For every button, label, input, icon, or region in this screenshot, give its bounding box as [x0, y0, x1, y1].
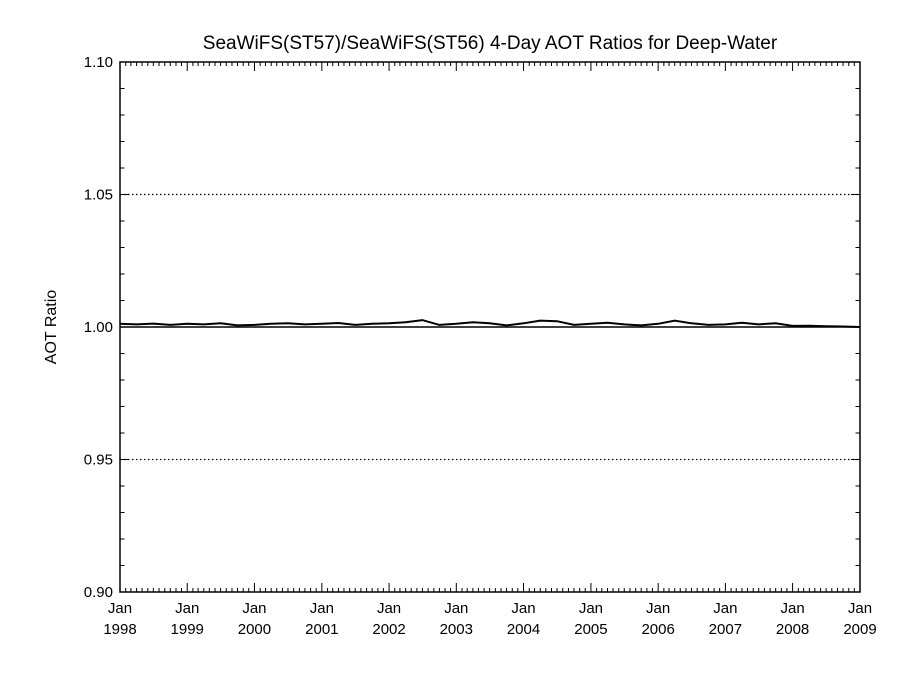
x-tick-label-year: 2007	[709, 621, 742, 638]
tick-labels-layer: 0.90 0.95 1.00 1.05 1.10 Jan 1998 Jan 1999 Jan 200…	[84, 54, 877, 638]
chart-title: SeaWiFS(ST57)/SeaWiFS(ST56) 4-Day AOT Ra…	[203, 33, 778, 54]
x-tick-label-year: 2009	[843, 621, 876, 638]
plot-frame	[119, 61, 861, 593]
x-tick-label-year: 2000	[238, 621, 271, 638]
x-tick-label-month: Jan	[175, 600, 199, 617]
x-tick-label-month: Jan	[511, 600, 535, 617]
x-tick-label-year: 2003	[440, 621, 473, 638]
x-tick-label-year: 2001	[305, 621, 338, 638]
x-tick-label-year: 2004	[507, 621, 540, 638]
x-tick-label-month: Jan	[848, 600, 872, 617]
series-layer	[119, 319, 861, 328]
x-tick-label-year: 2005	[574, 621, 607, 638]
x-tick-label-month: Jan	[310, 600, 334, 617]
y-tick-label: 0.95	[84, 452, 113, 469]
x-tick-label-month: Jan	[242, 600, 266, 617]
y-tick-label: 1.00	[84, 319, 113, 336]
x-tick-label-month: Jan	[377, 600, 401, 617]
x-tick-label-month: Jan	[780, 600, 804, 617]
x-tick-label-year: 2006	[641, 621, 674, 638]
y-tick-label: 0.90	[84, 584, 113, 601]
y-tick-label: 1.05	[84, 187, 113, 204]
y-tick-label: 1.10	[84, 54, 113, 71]
x-tick-label-month: Jan	[444, 600, 468, 617]
x-tick-label-year: 2002	[372, 621, 405, 638]
x-tick-label-year: 1998	[103, 621, 136, 638]
x-tick-label-month: Jan	[579, 600, 603, 617]
x-tick-label-month: Jan	[646, 600, 670, 617]
x-tick-label-year: 1999	[171, 621, 204, 638]
x-tick-label-year: 2008	[776, 621, 809, 638]
grid-layer	[120, 193, 860, 461]
y-axis-label: AOT Ratio	[43, 290, 60, 365]
x-tick-label-month: Jan	[713, 600, 737, 617]
x-tick-label-month: Jan	[108, 600, 132, 617]
series-line	[119, 319, 861, 328]
